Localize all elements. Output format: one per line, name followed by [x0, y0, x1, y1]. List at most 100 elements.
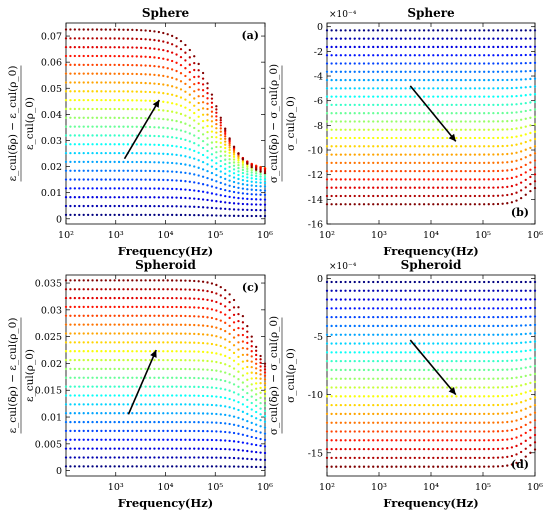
data-point: [390, 170, 393, 173]
data-point: [372, 289, 375, 292]
data-point: [362, 103, 366, 107]
data-point: [353, 87, 356, 90]
data-point: [166, 187, 169, 190]
data-point: [148, 350, 152, 353]
data-point: [358, 178, 361, 181]
data-point: [144, 456, 147, 459]
data-point: [427, 298, 430, 301]
data-point: [330, 178, 333, 181]
data-point: [492, 202, 495, 206]
data-point: [335, 112, 338, 115]
data-point: [224, 143, 227, 146]
y-tick-label: 0: [56, 466, 62, 477]
data-point: [201, 107, 205, 110]
data-point: [335, 359, 338, 363]
data-point: [193, 68, 196, 72]
data-point: [404, 153, 407, 156]
data-point: [109, 456, 112, 459]
data-point: [73, 429, 76, 433]
data-point: [524, 193, 527, 196]
data-point: [197, 315, 200, 318]
data-point: [464, 359, 467, 363]
data-point: [510, 95, 514, 98]
data-point: [409, 377, 412, 380]
data-point: [390, 439, 393, 442]
data-point: [91, 314, 94, 317]
data-point: [395, 412, 398, 416]
data-point: [390, 316, 393, 319]
data-point: [446, 447, 449, 451]
data-point: [263, 362, 267, 365]
data-point: [358, 342, 361, 345]
data-point: [219, 456, 222, 459]
data-point: [219, 116, 222, 119]
data-point: [117, 429, 121, 433]
data-point: [210, 101, 214, 104]
data-point: [362, 465, 366, 468]
data-point: [140, 160, 143, 164]
data-point: [148, 55, 152, 59]
data-point: [232, 399, 236, 402]
data-point: [385, 95, 389, 98]
data-point: [358, 194, 361, 198]
data-point: [237, 163, 240, 167]
data-point: [122, 72, 125, 75]
data-point: [219, 387, 222, 390]
data-point: [385, 447, 389, 451]
data-point: [82, 288, 85, 291]
data-point: [170, 412, 174, 415]
data-point: [492, 307, 495, 310]
data-point: [358, 456, 361, 460]
data-point: [459, 95, 463, 98]
data-point: [250, 350, 253, 353]
data-point: [210, 106, 214, 109]
data-point: [206, 113, 209, 116]
data-point: [492, 186, 495, 189]
data-point: [64, 169, 68, 172]
data-point: [237, 214, 240, 218]
data-point: [450, 342, 453, 345]
data-point: [469, 395, 472, 398]
data-point: [224, 183, 227, 186]
data-point: [131, 213, 134, 217]
data-point: [473, 153, 477, 156]
data-point: [153, 196, 156, 199]
data-point: [473, 430, 477, 433]
data-point: [372, 62, 375, 65]
data-point: [510, 376, 514, 380]
data-point: [409, 45, 412, 49]
data-point: [117, 143, 121, 146]
data-point: [95, 438, 99, 441]
data-point: [95, 37, 99, 40]
data-point: [395, 456, 398, 460]
data-point: [367, 37, 370, 40]
trend-arrow-head: [152, 100, 160, 108]
data-point: [232, 164, 236, 167]
data-point: [188, 429, 191, 433]
data-point: [73, 125, 76, 128]
data-point: [348, 145, 352, 148]
data-point: [170, 205, 174, 208]
data-point: [330, 439, 333, 442]
data-point: [224, 177, 227, 181]
data-point: [344, 316, 347, 319]
data-point: [162, 204, 165, 208]
data-point: [432, 29, 435, 32]
data-point: [483, 29, 486, 32]
data-point: [413, 359, 416, 363]
data-point: [263, 171, 267, 175]
data-point: [367, 395, 370, 398]
data-point: [459, 447, 463, 451]
data-point: [237, 157, 240, 160]
data-point: [446, 87, 449, 90]
data-point: [533, 403, 537, 407]
data-point: [441, 351, 444, 354]
data-point: [170, 297, 174, 300]
data-point: [109, 160, 112, 164]
data-point: [422, 145, 426, 148]
data-point: [422, 70, 426, 73]
data-point: [64, 332, 68, 335]
data-point: [446, 307, 449, 310]
data-point: [487, 403, 490, 407]
data-point: [166, 178, 169, 182]
